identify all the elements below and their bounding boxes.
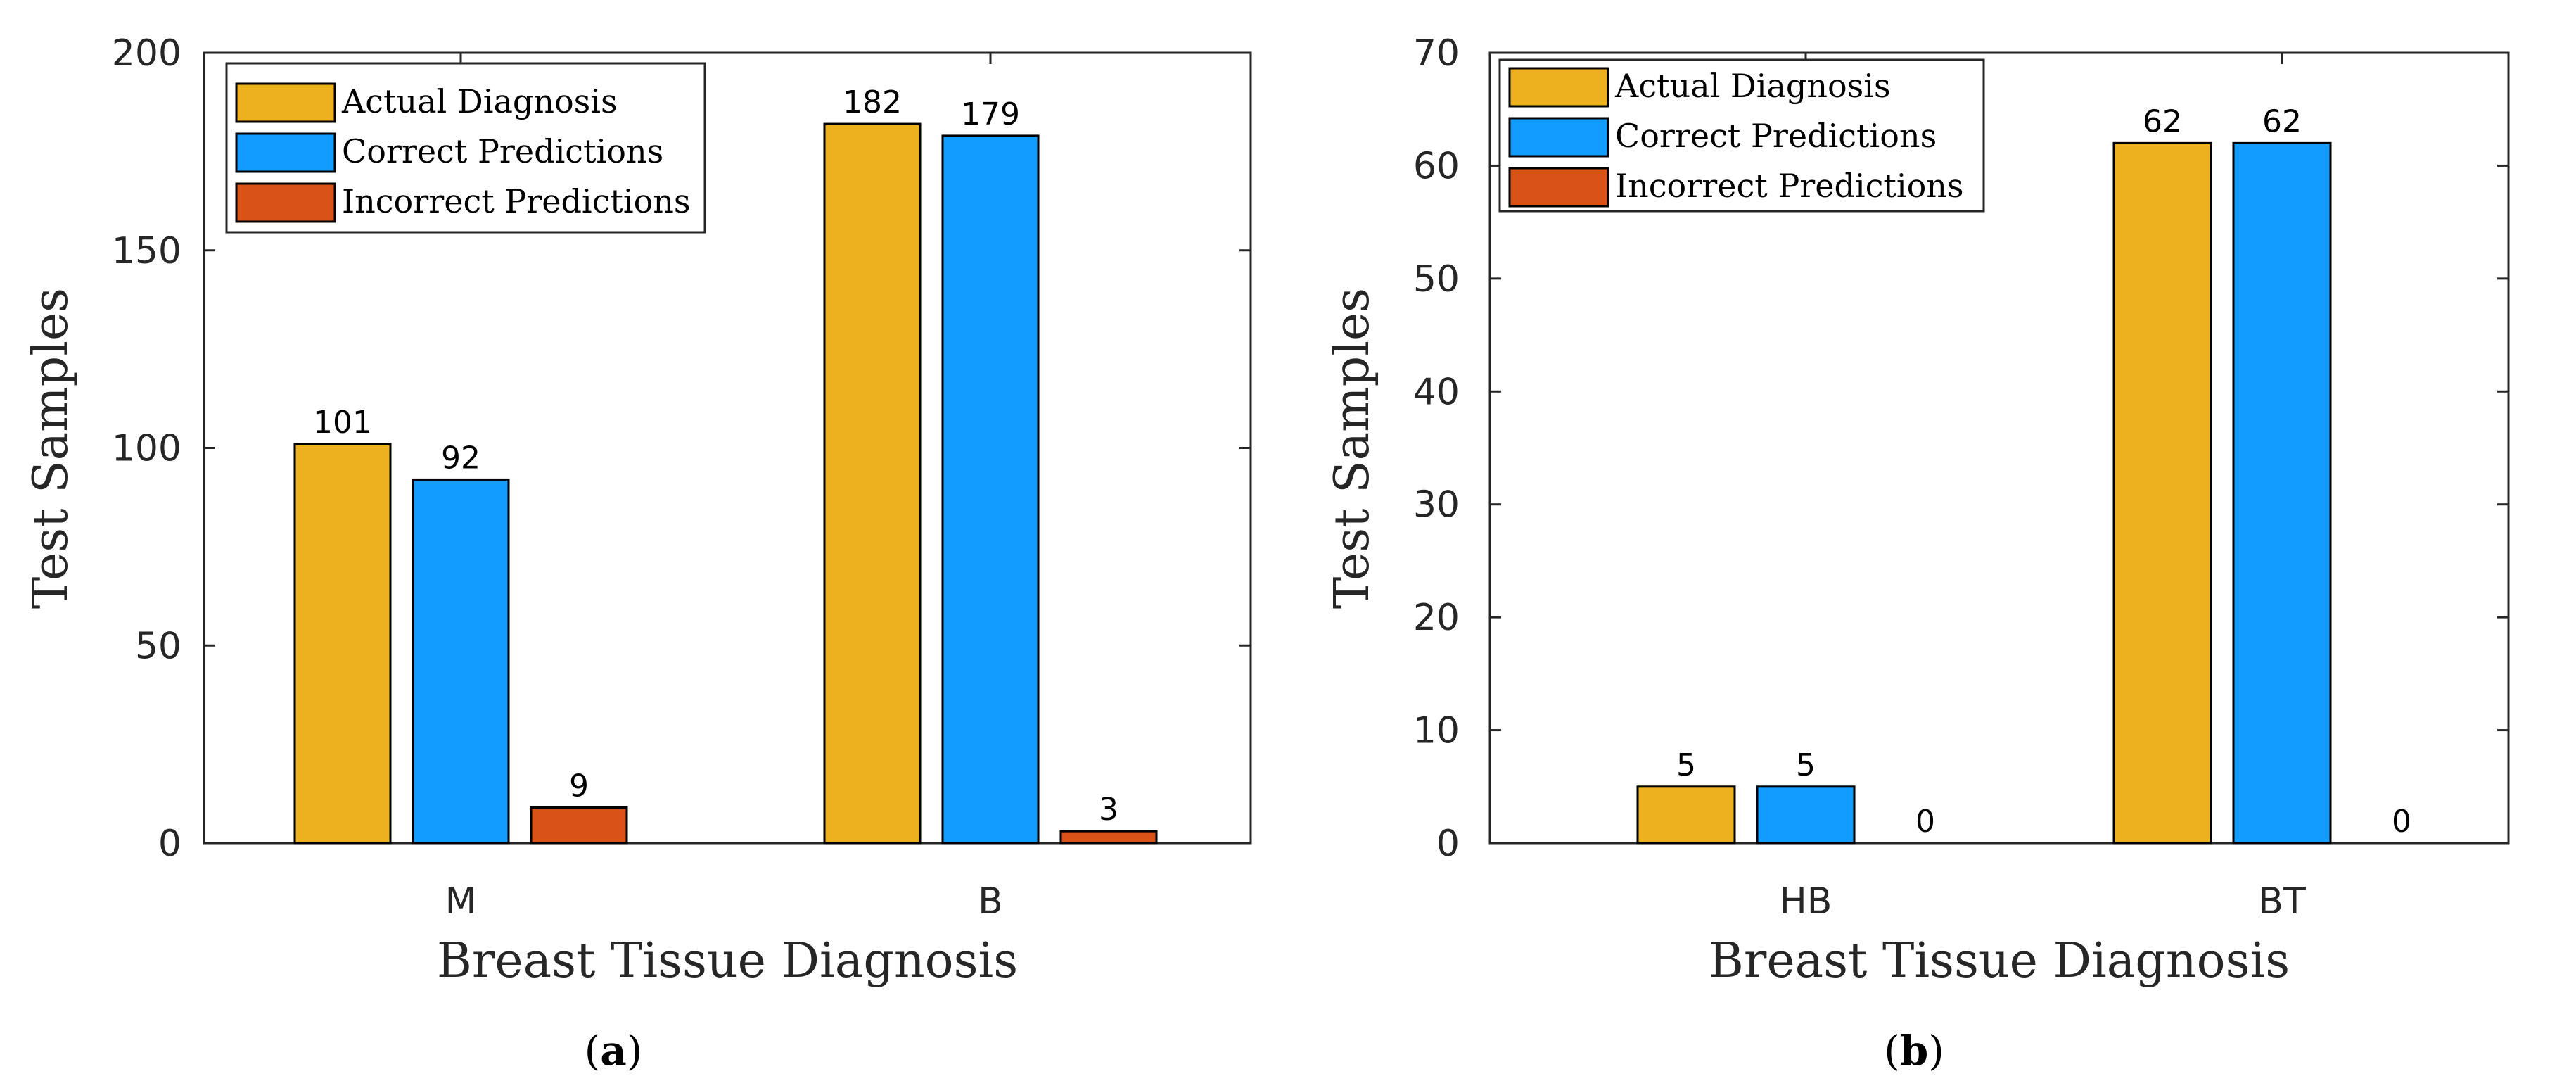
chart-a-ytick-label: 200 (112, 32, 181, 75)
chart-a-legend-swatch (235, 82, 336, 123)
chart-b-xlabel: Breast Tissue Diagnosis (1709, 933, 2290, 989)
chart-a-legend-swatch (235, 132, 336, 173)
chart-b-ytick-label: 0 (1436, 823, 1460, 865)
chart-b-bar-correct-predictions (1756, 785, 1856, 845)
chart-a-caption: (a) (585, 1027, 643, 1075)
chart-a-caption-open: ( (585, 1027, 601, 1075)
chart-a-legend-entry: Actual Diagnosis (341, 82, 618, 120)
chart-a: 0 50 100 150 200 M 101 92 9 B 182 179 3 Breast Tissue… (23, 32, 1252, 1075)
chart-a-ytick-label: 100 (112, 428, 181, 470)
chart-b-ytick-label: 70 (1413, 32, 1460, 75)
chart-a-ytick-label: 50 (135, 625, 181, 667)
chart-a-ylabel: Test Samples (23, 288, 79, 609)
chart-b-ytick-label: 60 (1413, 145, 1460, 187)
chart-b-caption-letter: b (1900, 1027, 1929, 1075)
chart-a-legend-swatch (235, 182, 336, 223)
chart-b-legend-swatch (1508, 67, 1609, 108)
chart-b-ytick-label: 10 (1413, 710, 1460, 752)
chart-a-caption-close: ) (627, 1027, 643, 1075)
chart-b-caption-close: ) (1928, 1027, 1944, 1075)
chart-a-xtick-label: M (445, 880, 477, 923)
chart-b-data-label: 62 (2262, 103, 2302, 139)
chart-b-legend-entry: Incorrect Predictions (1615, 167, 1964, 205)
chart-b-legend: Actual Diagnosis Correct Predictions Incor… (1498, 58, 1985, 213)
chart-b-data-label: 62 (2143, 103, 2182, 139)
chart-a-xtick-label: B (978, 880, 1003, 923)
chart-b-xtick-label: HB (1780, 880, 1832, 923)
chart-a-data-label: 3 (1099, 792, 1118, 828)
chart-a-bar-actual-diagnosis (823, 122, 922, 845)
chart-a-caption-letter: a (600, 1027, 627, 1075)
chart-b-ytick-label: 40 (1413, 371, 1460, 413)
chart-b-ytick-label: 50 (1413, 258, 1460, 301)
chart-b-data-label: 0 (1915, 804, 1935, 840)
chart-a-data-label: 179 (961, 96, 1020, 132)
chart-b-bar-actual-diagnosis (1636, 785, 1736, 845)
chart-b-caption-open: ( (1884, 1027, 1900, 1075)
chart-a-data-label: 9 (569, 768, 589, 804)
chart-b-data-label: 5 (1796, 747, 1816, 783)
chart-a-legend-entry: Incorrect Predictions (342, 182, 691, 220)
chart-a-xlabel: Breast Tissue Diagnosis (437, 933, 1018, 989)
chart-a-data-label: 101 (313, 405, 372, 441)
chart-b-legend-swatch (1508, 167, 1609, 208)
chart-a-bar-incorrect-predictions (1059, 830, 1158, 845)
chart-a-legend: Actual Diagnosis Correct Predictions Incor… (225, 62, 706, 234)
chart-b-data-label: 5 (1676, 747, 1696, 783)
chart-b-xtick-label: BT (2258, 880, 2306, 923)
chart-b-axes-box (1488, 51, 2510, 845)
chart-a-data-label: 182 (843, 84, 902, 120)
chart-a-bar-actual-diagnosis (293, 443, 392, 845)
chart-a-data-label: 92 (441, 440, 480, 476)
chart-a-bar-incorrect-predictions (530, 806, 628, 845)
chart-b-bar-correct-predictions (2232, 141, 2332, 845)
chart-b-ytick-label: 20 (1413, 597, 1460, 639)
chart-b-bar-actual-diagnosis (2112, 141, 2212, 845)
chart-b-legend-swatch (1508, 117, 1609, 158)
chart-a-bar-correct-predictions (941, 134, 1040, 845)
chart-b-legend-entry: Actual Diagnosis (1614, 67, 1891, 105)
chart-a-bar-correct-predictions (412, 478, 510, 845)
chart-b-caption: (b) (1884, 1027, 1944, 1075)
chart-b-ylabel: Test Samples (1325, 288, 1380, 609)
chart-b-data-label: 0 (2392, 804, 2411, 840)
chart-a-ytick-label: 150 (112, 230, 181, 272)
chart-b-ytick-label: 30 (1413, 484, 1460, 526)
chart-b-legend-entry: Correct Predictions (1615, 117, 1937, 155)
chart-a-legend-entry: Correct Predictions (342, 132, 663, 170)
chart-a-ytick-label: 0 (158, 823, 181, 865)
